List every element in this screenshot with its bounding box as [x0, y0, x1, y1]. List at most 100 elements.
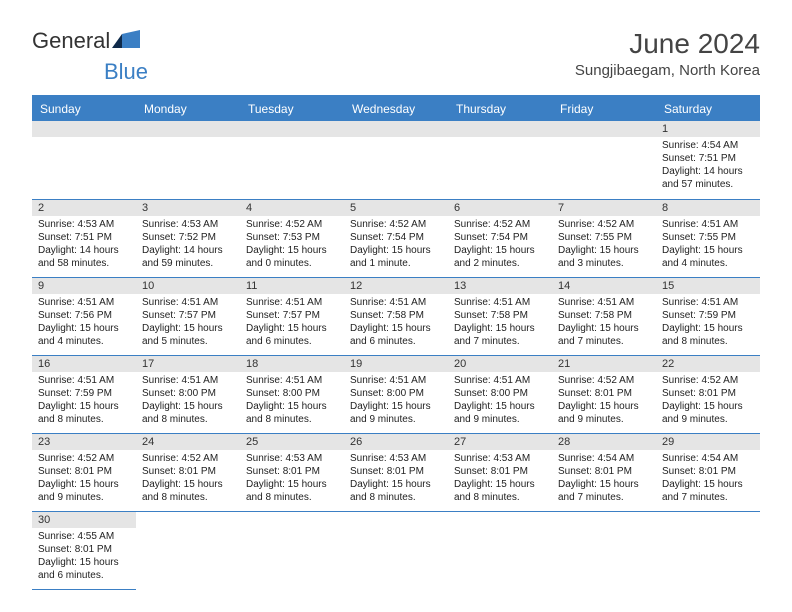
- day-number: 18: [240, 356, 344, 372]
- empty-daynum-bar: [136, 121, 240, 137]
- page-title: June 2024: [575, 28, 760, 60]
- calendar-cell: 3Sunrise: 4:53 AMSunset: 7:52 PMDaylight…: [136, 199, 240, 277]
- daylight-line: Daylight: 15 hours and 9 minutes.: [558, 400, 650, 426]
- day-number: 28: [552, 434, 656, 450]
- calendar-cell: [240, 511, 344, 589]
- day-number: 26: [344, 434, 448, 450]
- sunset-line: Sunset: 8:01 PM: [38, 465, 130, 478]
- logo-mark-icon: [112, 28, 142, 54]
- sunset-line: Sunset: 7:59 PM: [38, 387, 130, 400]
- sunset-line: Sunset: 7:58 PM: [454, 309, 546, 322]
- calendar-cell: [448, 511, 552, 589]
- sunset-line: Sunset: 8:00 PM: [246, 387, 338, 400]
- daylight-line: Daylight: 15 hours and 4 minutes.: [38, 322, 130, 348]
- sunset-line: Sunset: 7:57 PM: [142, 309, 234, 322]
- daylight-line: Daylight: 15 hours and 8 minutes.: [142, 478, 234, 504]
- calendar-cell: 10Sunrise: 4:51 AMSunset: 7:57 PMDayligh…: [136, 277, 240, 355]
- calendar-body: 1Sunrise: 4:54 AMSunset: 7:51 PMDaylight…: [32, 121, 760, 589]
- calendar-cell: 22Sunrise: 4:52 AMSunset: 8:01 PMDayligh…: [656, 355, 760, 433]
- calendar-cell: [344, 121, 448, 199]
- day-details: Sunrise: 4:54 AMSunset: 7:51 PMDaylight:…: [656, 137, 760, 195]
- sunset-line: Sunset: 7:53 PM: [246, 231, 338, 244]
- sunrise-line: Sunrise: 4:53 AM: [246, 452, 338, 465]
- day-number: 10: [136, 278, 240, 294]
- daylight-line: Daylight: 15 hours and 9 minutes.: [350, 400, 442, 426]
- sunrise-line: Sunrise: 4:54 AM: [662, 452, 754, 465]
- sunrise-line: Sunrise: 4:51 AM: [38, 296, 130, 309]
- calendar-cell: [448, 121, 552, 199]
- day-number: 12: [344, 278, 448, 294]
- sunrise-line: Sunrise: 4:53 AM: [350, 452, 442, 465]
- calendar-cell: 4Sunrise: 4:52 AMSunset: 7:53 PMDaylight…: [240, 199, 344, 277]
- day-number: 20: [448, 356, 552, 372]
- sunrise-line: Sunrise: 4:53 AM: [454, 452, 546, 465]
- sunset-line: Sunset: 8:01 PM: [662, 465, 754, 478]
- sunset-line: Sunset: 7:55 PM: [662, 231, 754, 244]
- day-details: Sunrise: 4:53 AMSunset: 8:01 PMDaylight:…: [344, 450, 448, 508]
- location-label: Sungjibaegam, North Korea: [575, 62, 760, 79]
- day-details: Sunrise: 4:51 AMSunset: 8:00 PMDaylight:…: [136, 372, 240, 430]
- sunrise-line: Sunrise: 4:51 AM: [246, 296, 338, 309]
- calendar-cell: [552, 121, 656, 199]
- sunset-line: Sunset: 7:51 PM: [38, 231, 130, 244]
- sunrise-line: Sunrise: 4:52 AM: [142, 452, 234, 465]
- calendar-cell: 26Sunrise: 4:53 AMSunset: 8:01 PMDayligh…: [344, 433, 448, 511]
- day-details: Sunrise: 4:51 AMSunset: 7:58 PMDaylight:…: [552, 294, 656, 352]
- daylight-line: Daylight: 15 hours and 7 minutes.: [454, 322, 546, 348]
- daylight-line: Daylight: 15 hours and 9 minutes.: [454, 400, 546, 426]
- calendar-cell: 2Sunrise: 4:53 AMSunset: 7:51 PMDaylight…: [32, 199, 136, 277]
- daylight-line: Daylight: 15 hours and 8 minutes.: [246, 478, 338, 504]
- day-details: Sunrise: 4:51 AMSunset: 7:58 PMDaylight:…: [448, 294, 552, 352]
- calendar-cell: [656, 511, 760, 589]
- logo-text-part1: General: [32, 28, 110, 54]
- day-number: 29: [656, 434, 760, 450]
- sunrise-line: Sunrise: 4:54 AM: [662, 139, 754, 152]
- sunrise-line: Sunrise: 4:51 AM: [662, 218, 754, 231]
- day-details: Sunrise: 4:52 AMSunset: 8:01 PMDaylight:…: [136, 450, 240, 508]
- sunrise-line: Sunrise: 4:55 AM: [38, 530, 130, 543]
- day-header: Wednesday: [344, 97, 448, 121]
- day-details: Sunrise: 4:54 AMSunset: 8:01 PMDaylight:…: [552, 450, 656, 508]
- day-details: Sunrise: 4:52 AMSunset: 8:01 PMDaylight:…: [32, 450, 136, 508]
- daylight-line: Daylight: 15 hours and 8 minutes.: [350, 478, 442, 504]
- day-number: 8: [656, 200, 760, 216]
- daylight-line: Daylight: 15 hours and 0 minutes.: [246, 244, 338, 270]
- sunset-line: Sunset: 8:01 PM: [558, 387, 650, 400]
- day-details: Sunrise: 4:53 AMSunset: 7:51 PMDaylight:…: [32, 216, 136, 274]
- daylight-line: Daylight: 15 hours and 7 minutes.: [558, 322, 650, 348]
- daylight-line: Daylight: 15 hours and 7 minutes.: [558, 478, 650, 504]
- sunrise-line: Sunrise: 4:51 AM: [558, 296, 650, 309]
- sunrise-line: Sunrise: 4:52 AM: [350, 218, 442, 231]
- daylight-line: Daylight: 14 hours and 57 minutes.: [662, 165, 754, 191]
- day-details: Sunrise: 4:51 AMSunset: 8:00 PMDaylight:…: [240, 372, 344, 430]
- calendar-cell: 1Sunrise: 4:54 AMSunset: 7:51 PMDaylight…: [656, 121, 760, 199]
- calendar-cell: 15Sunrise: 4:51 AMSunset: 7:59 PMDayligh…: [656, 277, 760, 355]
- sunrise-line: Sunrise: 4:51 AM: [142, 296, 234, 309]
- calendar-cell: 8Sunrise: 4:51 AMSunset: 7:55 PMDaylight…: [656, 199, 760, 277]
- day-details: Sunrise: 4:52 AMSunset: 8:01 PMDaylight:…: [552, 372, 656, 430]
- daylight-line: Daylight: 15 hours and 7 minutes.: [662, 478, 754, 504]
- day-number: 4: [240, 200, 344, 216]
- day-number: 22: [656, 356, 760, 372]
- day-details: Sunrise: 4:52 AMSunset: 7:54 PMDaylight:…: [448, 216, 552, 274]
- calendar-week-row: 16Sunrise: 4:51 AMSunset: 7:59 PMDayligh…: [32, 355, 760, 433]
- sunrise-line: Sunrise: 4:53 AM: [38, 218, 130, 231]
- day-details: Sunrise: 4:52 AMSunset: 7:55 PMDaylight:…: [552, 216, 656, 274]
- sunset-line: Sunset: 8:01 PM: [142, 465, 234, 478]
- sunrise-line: Sunrise: 4:51 AM: [662, 296, 754, 309]
- sunset-line: Sunset: 7:51 PM: [662, 152, 754, 165]
- sunrise-line: Sunrise: 4:51 AM: [350, 296, 442, 309]
- day-number: 11: [240, 278, 344, 294]
- day-number: 27: [448, 434, 552, 450]
- sunrise-line: Sunrise: 4:52 AM: [454, 218, 546, 231]
- empty-daynum-bar: [32, 121, 136, 137]
- calendar-week-row: 2Sunrise: 4:53 AMSunset: 7:51 PMDaylight…: [32, 199, 760, 277]
- calendar-cell: [136, 121, 240, 199]
- day-details: Sunrise: 4:52 AMSunset: 8:01 PMDaylight:…: [656, 372, 760, 430]
- calendar-cell: [136, 511, 240, 589]
- daylight-line: Daylight: 14 hours and 59 minutes.: [142, 244, 234, 270]
- sunrise-line: Sunrise: 4:51 AM: [350, 374, 442, 387]
- day-number: 21: [552, 356, 656, 372]
- calendar-week-row: 1Sunrise: 4:54 AMSunset: 7:51 PMDaylight…: [32, 121, 760, 199]
- calendar-cell: 13Sunrise: 4:51 AMSunset: 7:58 PMDayligh…: [448, 277, 552, 355]
